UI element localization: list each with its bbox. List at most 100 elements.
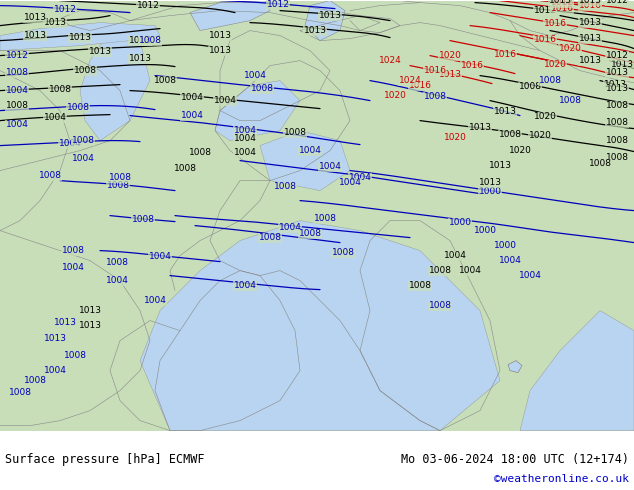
Text: 1024: 1024 [399, 76, 422, 85]
Text: 1008: 1008 [605, 101, 628, 110]
Text: 1004: 1004 [299, 146, 321, 155]
Text: 1008: 1008 [138, 36, 162, 45]
Text: 1008: 1008 [174, 164, 197, 173]
Text: 1004: 1004 [58, 139, 81, 148]
Text: 1013: 1013 [439, 70, 462, 79]
Text: 1013: 1013 [89, 47, 112, 56]
Text: 1000: 1000 [474, 226, 496, 235]
Text: 1004: 1004 [458, 266, 481, 275]
Polygon shape [508, 361, 522, 372]
Text: 1012: 1012 [6, 51, 29, 60]
Text: 1013: 1013 [548, 0, 571, 5]
Text: 1013: 1013 [578, 0, 602, 5]
Text: 1016: 1016 [533, 35, 557, 44]
Text: Surface pressure [hPa] ECMWF: Surface pressure [hPa] ECMWF [5, 453, 205, 466]
Text: 1008: 1008 [131, 215, 155, 224]
Text: 1008: 1008 [6, 101, 29, 110]
Text: 1013: 1013 [23, 31, 46, 40]
Text: 1008: 1008 [332, 248, 354, 257]
Text: 1008: 1008 [67, 103, 89, 112]
Text: 1013: 1013 [578, 18, 602, 27]
Polygon shape [190, 0, 270, 30]
Text: 1016: 1016 [578, 1, 602, 10]
Text: 1008: 1008 [153, 76, 176, 85]
Polygon shape [305, 0, 345, 41]
Text: 1013: 1013 [578, 56, 602, 65]
Polygon shape [0, 23, 160, 50]
Text: 1016: 1016 [424, 66, 446, 75]
Text: 1013: 1013 [209, 31, 231, 40]
Text: 1020: 1020 [534, 112, 557, 121]
Text: 1013: 1013 [209, 46, 231, 55]
Text: 1013: 1013 [79, 321, 101, 330]
Text: 1020: 1020 [444, 133, 467, 142]
Text: 1000: 1000 [448, 218, 472, 227]
Polygon shape [140, 220, 500, 431]
Text: 1004: 1004 [72, 154, 94, 163]
Text: 1008: 1008 [605, 153, 628, 162]
Text: 1012: 1012 [605, 0, 628, 5]
Text: 1008: 1008 [250, 84, 273, 93]
Text: 1008: 1008 [39, 171, 61, 180]
Text: 1013: 1013 [605, 84, 628, 93]
Text: 1020: 1020 [543, 60, 566, 69]
Text: 1008: 1008 [408, 281, 432, 290]
Text: 1016: 1016 [550, 4, 574, 13]
Text: 1004: 1004 [44, 113, 67, 122]
Text: 1020: 1020 [529, 131, 552, 140]
Text: 1004: 1004 [6, 86, 29, 95]
Text: 1004: 1004 [61, 263, 84, 272]
Text: 1013: 1013 [129, 54, 152, 63]
Text: 1008: 1008 [72, 136, 94, 145]
Text: 1008: 1008 [588, 159, 612, 168]
Text: 1013: 1013 [479, 178, 501, 187]
Text: 1004: 1004 [233, 134, 256, 143]
Text: 1008: 1008 [559, 96, 581, 105]
Text: 1020: 1020 [508, 146, 531, 155]
Text: 1008: 1008 [519, 82, 541, 91]
Text: 1004: 1004 [339, 178, 361, 187]
Polygon shape [215, 80, 300, 141]
Text: 1013: 1013 [578, 34, 602, 43]
Text: 1004: 1004 [44, 366, 67, 375]
Text: 1004: 1004 [233, 281, 256, 290]
Text: 1016: 1016 [493, 50, 517, 59]
Text: 1004: 1004 [519, 271, 541, 280]
Text: 1008: 1008 [273, 182, 297, 191]
Text: 1008: 1008 [429, 301, 451, 310]
Text: 1012: 1012 [534, 6, 557, 15]
Text: 1004: 1004 [143, 296, 167, 305]
Text: 1013: 1013 [469, 123, 491, 132]
Text: 1012: 1012 [266, 0, 290, 9]
Text: 1008: 1008 [107, 181, 129, 190]
Text: 1013: 1013 [611, 60, 633, 69]
Text: 1008: 1008 [313, 214, 337, 223]
Text: 1012: 1012 [53, 5, 77, 14]
Text: 1004: 1004 [233, 148, 256, 157]
Text: 1004: 1004 [233, 126, 256, 135]
Text: 1008: 1008 [188, 148, 212, 157]
Text: 1013: 1013 [318, 11, 342, 20]
Text: 1004: 1004 [106, 276, 129, 285]
Polygon shape [260, 131, 350, 191]
Text: 1008: 1008 [424, 92, 446, 101]
Text: 1008: 1008 [108, 173, 131, 182]
Text: 1004: 1004 [278, 223, 301, 232]
Text: 1008: 1008 [498, 130, 522, 139]
Text: 1016: 1016 [543, 19, 567, 28]
Text: 1020: 1020 [559, 44, 581, 53]
Text: 1004: 1004 [148, 252, 171, 261]
Text: 1004: 1004 [6, 120, 29, 129]
Text: 1004: 1004 [214, 96, 236, 105]
Text: 1004: 1004 [181, 111, 204, 120]
Text: 1000: 1000 [493, 241, 517, 250]
Text: 1008: 1008 [6, 68, 29, 77]
Text: 1008: 1008 [105, 258, 129, 267]
Text: 1016: 1016 [460, 61, 484, 70]
Text: 1020: 1020 [384, 91, 406, 100]
Text: 1008: 1008 [605, 136, 628, 145]
Text: 1008: 1008 [538, 76, 562, 85]
Text: 1004: 1004 [444, 251, 467, 260]
Text: 1004: 1004 [498, 256, 521, 265]
Text: 1008: 1008 [259, 233, 281, 242]
